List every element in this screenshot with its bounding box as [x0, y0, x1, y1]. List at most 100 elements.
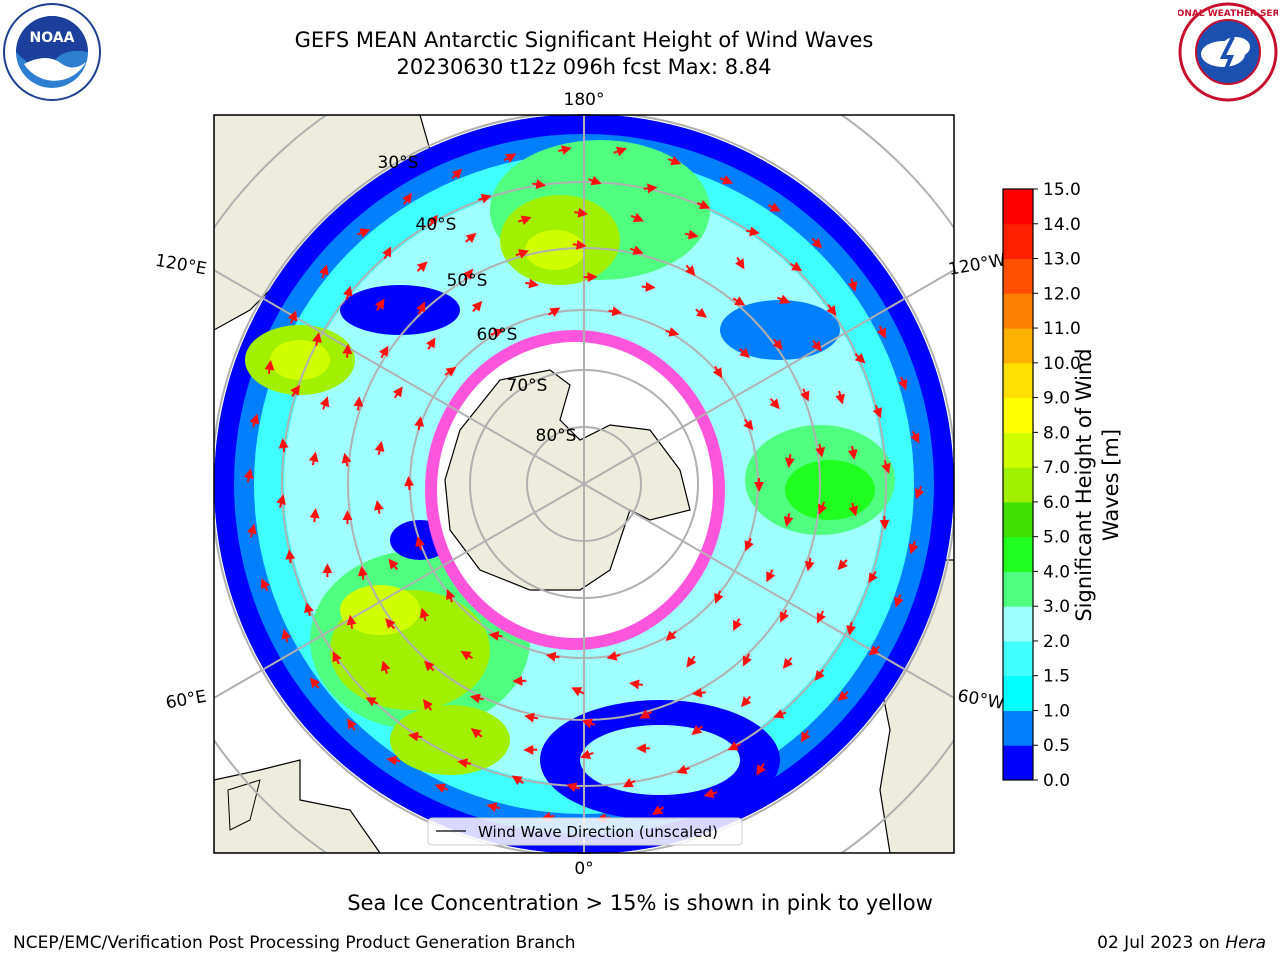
wind-wave-arrow	[490, 328, 504, 338]
colorbar-tick-label: 9.0	[1043, 389, 1070, 409]
footer-date-text: 02 Jul 2023 on	[1097, 933, 1226, 953]
wind-wave-arrow	[608, 306, 623, 317]
footer-date: 02 Jul 2023 on Hera	[1097, 933, 1266, 953]
wind-wave-arrow	[800, 388, 810, 402]
wind-wave-arrow	[766, 569, 776, 583]
nws-logo: NATIONAL WEATHER SERVICE	[1178, 2, 1278, 102]
wind-wave-arrow	[357, 565, 368, 580]
wind-wave-arrow	[641, 281, 656, 292]
colorbar-segment	[1003, 397, 1033, 433]
wind-wave-arrow	[424, 660, 435, 672]
wind-wave-arrow	[773, 709, 787, 719]
wind-wave-arrow	[341, 452, 352, 467]
map-legend: Wind Wave Direction (unscaled)	[427, 817, 743, 846]
wind-wave-arrow	[629, 679, 643, 690]
wind-wave-arrow	[427, 214, 438, 227]
wind-wave-arrow	[714, 590, 724, 604]
colorbar-tick-label: 0.0	[1043, 771, 1070, 791]
colorbar-segment	[1003, 536, 1033, 572]
wind-wave-arrow	[691, 724, 703, 736]
wind-wave-arrow	[914, 485, 925, 500]
wind-wave-arrow	[312, 332, 322, 347]
wind-wave-arrow	[652, 805, 665, 816]
wind-wave-arrow	[285, 549, 296, 564]
wind-wave-arrow	[684, 229, 699, 240]
sea-ice-note: Sea Ice Concentration > 15% is shown in …	[347, 891, 933, 915]
colorbar-tick-label: 1.0	[1043, 701, 1070, 721]
wind-wave-arrow	[392, 386, 403, 399]
wind-wave-arrow	[639, 709, 653, 719]
wind-wave-arrow	[733, 617, 743, 632]
lon-label-0: 0°	[574, 859, 593, 879]
lon-label-120e: 120°E	[154, 251, 208, 280]
wind-wave-arrow	[261, 578, 271, 592]
noaa-logo: NOAA	[3, 3, 101, 101]
colorbar-segment	[1003, 467, 1033, 503]
colorbar-tick-label: 10.0	[1043, 354, 1081, 374]
lat-label-30s: 30°S	[378, 153, 419, 173]
wind-wave-arrow	[881, 460, 891, 474]
wind-wave-arrow	[408, 731, 423, 742]
colorbar-tick-label: 4.0	[1043, 562, 1070, 582]
lat-label-70s: 70°S	[507, 376, 548, 396]
wind-wave-arrow	[613, 146, 627, 157]
colorbar-tick-label: 12.0	[1043, 284, 1081, 304]
wind-wave-arrow	[469, 693, 484, 704]
wind-wave-arrow	[872, 404, 882, 419]
colorbar-tick-label: 3.0	[1043, 597, 1070, 617]
wind-wave-arrow	[868, 645, 881, 656]
wind-wave-arrow	[814, 669, 825, 681]
wind-wave-arrow	[463, 268, 474, 281]
colorbar-segment	[1003, 501, 1033, 538]
wind-wave-arrow	[572, 239, 587, 250]
wind-wave-arrow	[879, 515, 890, 530]
wind-wave-arrow	[606, 651, 621, 661]
wind-wave-arrow	[756, 763, 766, 776]
map-subtitle: 20230630 t12z 096h fcst Max: 8.84	[396, 55, 772, 79]
lat-label-60s: 60°S	[477, 325, 518, 345]
lat-label-80s: 80°S	[536, 426, 577, 446]
colorbar-tick-label: 15.0	[1043, 180, 1081, 200]
colorbar-tick-label: 2.0	[1043, 632, 1070, 652]
wind-wave-arrow	[815, 443, 826, 458]
wind-wave-arrow	[580, 749, 594, 759]
wind-wave-arrow	[308, 451, 319, 466]
wind-wave-arrow	[772, 338, 783, 351]
colorbar-tick-label: 7.0	[1043, 458, 1070, 478]
footer-credit: NCEP/EMC/Verification Post Processing Pr…	[13, 933, 576, 953]
wind-wave-arrow	[356, 228, 371, 238]
wind-wave-arrow	[434, 783, 449, 793]
wind-wave-arrow	[665, 630, 677, 642]
wind-wave-arrow	[719, 175, 734, 185]
lon-label-120w: 120°W	[947, 250, 1008, 280]
wind-wave-arrow	[457, 758, 472, 769]
colorbar-segment	[1003, 258, 1033, 294]
wind-wave-arrow	[630, 212, 645, 222]
wind-wave-arrow	[581, 718, 596, 729]
lat-label-50s: 50°S	[447, 271, 488, 291]
wind-wave-arrow	[868, 570, 878, 584]
wind-wave-arrow	[264, 359, 275, 374]
colorbar-tick-label: 13.0	[1043, 250, 1081, 270]
land-antarctica	[444, 369, 691, 591]
wind-wave-arrow	[782, 657, 793, 669]
wind-wave-arrow	[643, 183, 658, 194]
wind-wave-arrow	[695, 307, 708, 318]
wind-wave-arrow	[347, 718, 357, 731]
wind-wave-arrow	[319, 264, 329, 279]
wind-wave-arrow	[416, 301, 426, 315]
wind-wave-arrow	[780, 609, 790, 623]
wind-wave-arrow	[511, 775, 525, 786]
wind-wave-arrow	[488, 630, 503, 641]
footer-host: Hera	[1225, 933, 1266, 953]
wind-wave-arrow	[309, 677, 321, 689]
colorbar-segment	[1003, 606, 1033, 642]
wind-wave-arrow	[776, 294, 791, 304]
wind-wave-arrow	[281, 628, 292, 643]
colorbar-tick-label: 1.5	[1043, 667, 1070, 687]
wind-wave-arrow	[402, 192, 413, 205]
wind-wave-arrow	[910, 430, 920, 444]
wind-wave-arrow	[629, 245, 644, 255]
wind-wave-arrow	[525, 278, 539, 289]
